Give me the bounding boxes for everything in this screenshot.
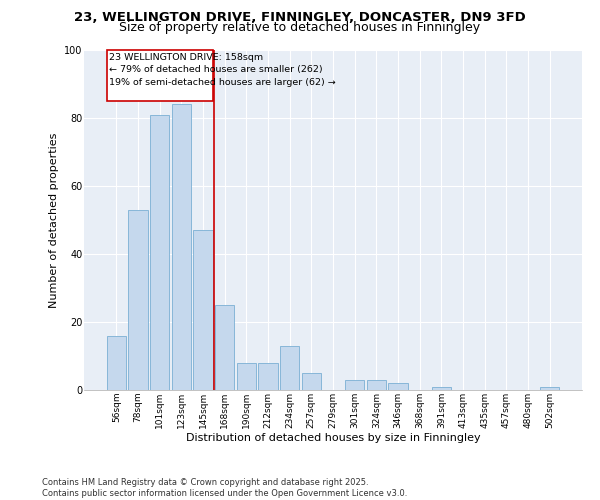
Bar: [258, 363, 278, 390]
Bar: [388, 383, 408, 390]
Y-axis label: Number of detached properties: Number of detached properties: [49, 132, 59, 308]
Bar: [540, 386, 559, 390]
Bar: [367, 380, 386, 390]
Text: Contains HM Land Registry data © Crown copyright and database right 2025.
Contai: Contains HM Land Registry data © Crown c…: [42, 478, 407, 498]
Bar: [193, 230, 213, 390]
Bar: [128, 210, 148, 390]
Bar: [302, 373, 321, 390]
Bar: [150, 114, 169, 390]
Bar: [215, 305, 235, 390]
Bar: [236, 363, 256, 390]
Bar: [431, 386, 451, 390]
Text: 23 WELLINGTON DRIVE: 158sqm
← 79% of detached houses are smaller (262)
19% of se: 23 WELLINGTON DRIVE: 158sqm ← 79% of det…: [109, 52, 335, 86]
Bar: [172, 104, 191, 390]
Text: 23, WELLINGTON DRIVE, FINNINGLEY, DONCASTER, DN9 3FD: 23, WELLINGTON DRIVE, FINNINGLEY, DONCAS…: [74, 11, 526, 24]
Bar: [107, 50, 214, 101]
Text: Size of property relative to detached houses in Finningley: Size of property relative to detached ho…: [119, 21, 481, 34]
Bar: [345, 380, 364, 390]
X-axis label: Distribution of detached houses by size in Finningley: Distribution of detached houses by size …: [185, 434, 481, 444]
Bar: [107, 336, 126, 390]
Bar: [280, 346, 299, 390]
